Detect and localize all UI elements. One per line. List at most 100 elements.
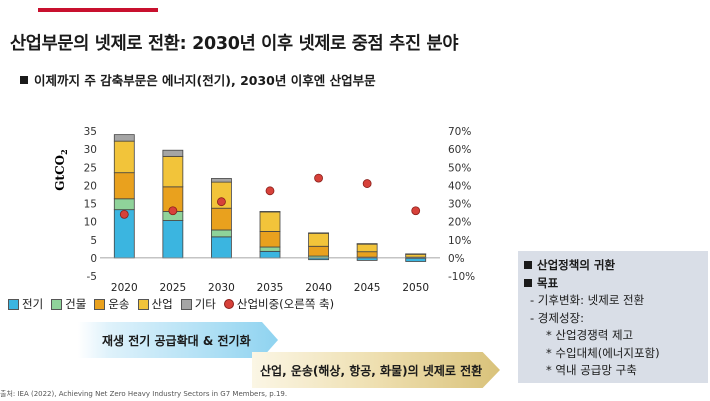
bar-series	[100, 134, 440, 262]
y2-tick-label: 70%	[448, 126, 471, 138]
industry-share-point	[168, 206, 178, 216]
y-tick-label: 30	[84, 144, 97, 156]
bar-segment	[259, 250, 281, 259]
bar-segment	[259, 211, 281, 232]
legend-swatch	[137, 298, 149, 310]
title-accent-rule	[38, 8, 158, 12]
y-tick-label: 20	[84, 180, 97, 192]
bar-segment	[113, 172, 135, 200]
policy-item: - 경제성장:	[530, 310, 584, 325]
x-axis-labels: 2020 2025 2030 2035 2040 2045 2050	[111, 282, 429, 294]
x-tick-label: 2030	[208, 282, 235, 294]
bar-segment	[308, 245, 329, 257]
bar-segment	[162, 220, 184, 259]
bar-segment	[113, 140, 135, 174]
y-tick-label: -5	[87, 271, 97, 283]
bar-segment	[113, 134, 135, 142]
legend-label: 전기	[22, 297, 44, 311]
legend-swatch	[8, 298, 19, 310]
bar-segment	[308, 232, 329, 234]
legend-item-buildings: 건물	[51, 296, 86, 312]
y-axis-title-subscript: 2	[59, 149, 69, 155]
legend-item-electricity: 전기	[8, 296, 43, 312]
y-axis-title: GtCO2	[53, 149, 69, 190]
bar-segment	[162, 149, 184, 157]
bar-segment	[211, 236, 232, 259]
source-note: 출처: IEA (2022), Achieving Net Zero Heavy…	[0, 390, 288, 398]
bar-segment	[113, 198, 135, 211]
bullet-square-icon	[524, 261, 532, 269]
legend-swatch	[94, 298, 106, 310]
industry-share-point	[362, 179, 372, 188]
sub-heading-text: 이제까지 주 감축부문은 에너지(전기), 2030년 이후엔 산업부문	[34, 73, 376, 88]
bar-segment	[405, 253, 427, 255]
y2-tick-label: 10%	[448, 235, 471, 247]
bar-segment	[259, 211, 281, 213]
bar-segment	[211, 207, 232, 231]
bar-segment	[356, 243, 378, 245]
industry-share-point	[217, 197, 226, 207]
bar-segment	[259, 246, 281, 252]
y2-tick-label: -10%	[448, 271, 475, 283]
sub-heading: 이제까지 주 감축부문은 에너지(전기), 2030년 이후엔 산업부문	[20, 70, 376, 89]
legend-label: 산업비중(오른쪽 축)	[236, 297, 335, 311]
y2-tick-label: 50%	[448, 162, 471, 174]
x-tick-label: 2040	[305, 282, 332, 294]
y2-tick-label: 20%	[448, 217, 471, 229]
y-tick-label: 0	[90, 253, 97, 265]
y-tick-label: 15	[84, 199, 97, 211]
arrow-industry-transport-netzero: 산업, 운송(해상, 항공, 화물)의 넷제로 전환	[252, 352, 500, 388]
y-axis-right: 70% 60% 50% 40% 30% 20% 10% 0% -10%	[448, 126, 475, 283]
arrow-renewable-electrification: 재생 전기 공급확대 & 전기화	[78, 322, 278, 358]
line-series-industry-share	[119, 173, 421, 219]
bar-segment	[356, 243, 378, 253]
y-tick-label: 35	[84, 126, 97, 138]
y2-tick-label: 30%	[448, 199, 471, 211]
bullet-square-icon	[20, 76, 28, 84]
policy-item: * 수입대체(에너지포함)	[546, 345, 660, 360]
legend-label: 산업	[151, 297, 173, 311]
bar-segment	[259, 231, 281, 248]
legend-item-other: 기타	[180, 296, 216, 312]
industry-share-point	[119, 209, 129, 219]
legend-swatch	[180, 298, 192, 310]
y2-tick-label: 60%	[448, 144, 471, 156]
chart: 35 30 25 20 15 10 5 0 -5 70% 60% 50% 40% 30% 20% 10% 0%…	[53, 126, 475, 294]
legend-label: 기타	[194, 297, 216, 311]
legend: 전기 건물 운송 산업 기타 산업비중(오른쪽 축)	[8, 296, 334, 312]
bar-segment	[211, 178, 232, 183]
x-tick-label: 2025	[159, 282, 186, 294]
y-tick-label: 10	[84, 217, 97, 229]
slide-title: 산업부문의 넷제로 전환: 2030년 이후 넷제로 중점 추진 분야	[10, 34, 459, 54]
industry-share-point	[314, 173, 323, 183]
policy-heading-2: 목표	[524, 275, 702, 293]
y2-tick-label: 40%	[448, 180, 471, 192]
y-tick-label: 25	[84, 162, 97, 174]
x-tick-label: 2020	[111, 282, 138, 294]
x-tick-label: 2050	[402, 282, 429, 294]
legend-swatch	[51, 298, 63, 310]
policy-item: - 기후변화: 넷제로 전환	[530, 293, 645, 307]
bar-segment	[356, 251, 378, 258]
bar-segment	[162, 155, 184, 188]
bar-segment	[211, 229, 232, 238]
policy-heading-1-text: 산업정책의 귀환	[537, 258, 616, 272]
y-tick-label: 5	[90, 235, 97, 247]
policy-item: * 역내 공급망 구축	[546, 363, 637, 377]
industry-share-point	[265, 186, 275, 196]
x-tick-label: 2035	[257, 282, 284, 294]
industry-share-point	[411, 206, 421, 216]
bar-segment	[308, 232, 329, 247]
legend-label: 건물	[65, 297, 87, 311]
bullet-square-icon	[524, 278, 532, 287]
policy-heading-1: 산업정책의 귀환	[524, 257, 702, 275]
policy-box: 산업정책의 귀환 목표 - 기후변화: 넷제로 전환 - 경제성장: * 산업경…	[518, 251, 708, 383]
y-axis-left: 35 30 25 20 15 10 5 0 -5	[84, 126, 97, 283]
legend-dot-icon	[223, 299, 234, 309]
x-tick-label: 2045	[354, 282, 381, 294]
y2-tick-label: 0%	[448, 253, 465, 265]
policy-item: * 산업경쟁력 제고	[546, 328, 634, 342]
y-axis-title-text: GtCO	[53, 155, 67, 191]
legend-item-industry: 산업	[137, 296, 173, 312]
policy-heading-2-text: 목표	[537, 275, 559, 290]
